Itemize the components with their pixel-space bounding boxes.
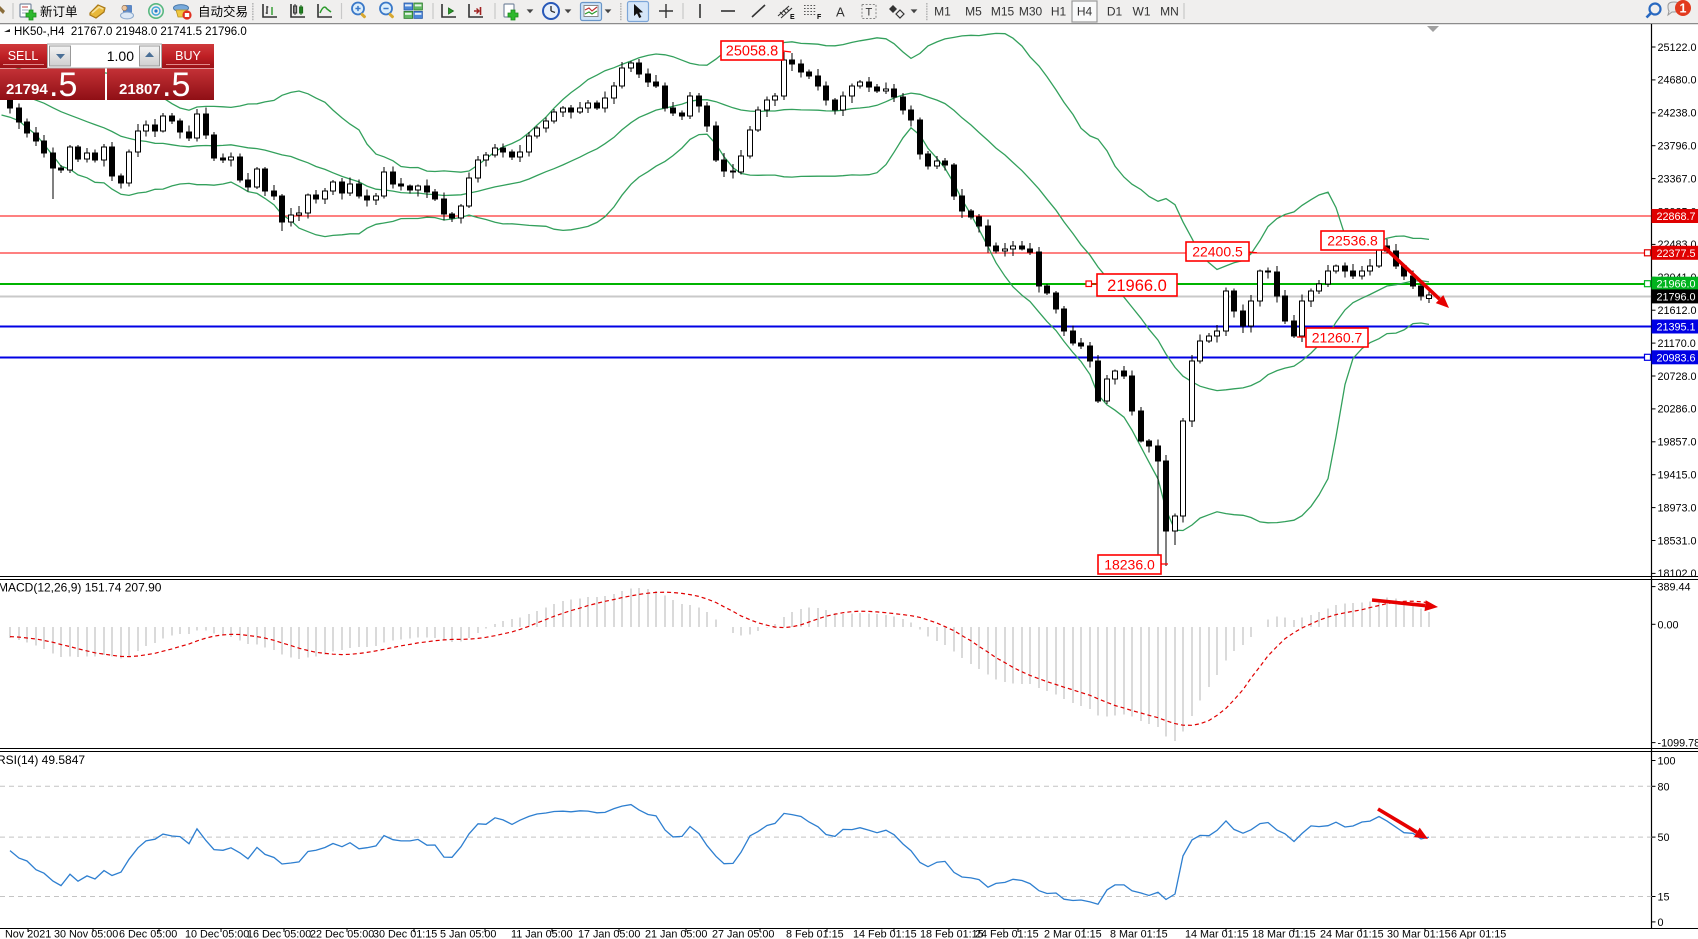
svg-text:0.00: 0.00	[1658, 619, 1679, 631]
svg-text:18 Mar 01:15: 18 Mar 01:15	[1252, 929, 1316, 939]
svg-text:20286.0: 20286.0	[1658, 404, 1697, 416]
svg-text:M1: M1	[934, 5, 951, 19]
svg-text:25122.0: 25122.0	[1658, 42, 1697, 54]
svg-text:F: F	[817, 14, 822, 21]
svg-text:24680.0: 24680.0	[1658, 75, 1697, 87]
svg-text:SELL: SELL	[8, 49, 39, 63]
svg-text:HK50-,H4 21767.0 21948.0 2174: HK50-,H4 21767.0 21948.0 21741.5 21796.0	[14, 26, 247, 38]
svg-text:18102.0: 18102.0	[1658, 568, 1697, 580]
svg-text:1.00: 1.00	[107, 48, 134, 64]
svg-text:15: 15	[1658, 892, 1670, 904]
svg-text:0: 0	[1658, 917, 1664, 929]
svg-text:21612.0: 21612.0	[1658, 305, 1697, 317]
svg-text:50: 50	[1658, 832, 1670, 844]
svg-text:22536.8: 22536.8	[1327, 233, 1378, 249]
svg-text:21260.7: 21260.7	[1312, 330, 1363, 346]
svg-text:22868.7: 22868.7	[1657, 211, 1696, 223]
svg-text:.5: .5	[49, 66, 77, 104]
svg-text:18531.0: 18531.0	[1658, 535, 1697, 547]
svg-text:M15: M15	[991, 5, 1015, 19]
svg-text:BUY: BUY	[175, 49, 201, 63]
svg-text:5 Jan 05:00: 5 Jan 05:00	[440, 929, 496, 939]
svg-text:18973.0: 18973.0	[1658, 502, 1697, 514]
svg-text:6 Apr 01:15: 6 Apr 01:15	[1451, 929, 1506, 939]
svg-text:A: A	[836, 5, 845, 20]
svg-text:1: 1	[1680, 2, 1687, 16]
svg-text:20983.6: 20983.6	[1657, 352, 1696, 364]
svg-text:21 Jan 05:00: 21 Jan 05:00	[645, 929, 707, 939]
svg-text:8 Feb 01:15: 8 Feb 01:15	[786, 929, 844, 939]
svg-text:D1: D1	[1107, 5, 1123, 19]
svg-text:24 Mar 01:15: 24 Mar 01:15	[1320, 929, 1384, 939]
svg-text:25058.8: 25058.8	[726, 44, 778, 60]
svg-text:21966.0: 21966.0	[1107, 277, 1167, 295]
svg-text:21807: 21807	[119, 81, 161, 98]
svg-text:19857.0: 19857.0	[1658, 437, 1697, 449]
svg-text:自动交易: 自动交易	[198, 4, 248, 19]
svg-text:H4: H4	[1077, 5, 1093, 19]
svg-text:80: 80	[1658, 781, 1670, 793]
svg-text:21395.1: 21395.1	[1657, 322, 1696, 334]
svg-text:389.44: 389.44	[1658, 582, 1691, 594]
svg-text:6 Dec 05:00: 6 Dec 05:00	[119, 929, 177, 939]
svg-text:8 Mar 01:15: 8 Mar 01:15	[1110, 929, 1168, 939]
svg-text:RSI(14) 49.5847: RSI(14) 49.5847	[0, 753, 85, 767]
svg-text:Nov 2021: Nov 2021	[5, 929, 51, 939]
svg-text:23796.0: 23796.0	[1658, 141, 1697, 153]
svg-text:30 Nov 05:00: 30 Nov 05:00	[54, 929, 118, 939]
svg-text:21794: 21794	[6, 81, 48, 98]
svg-text:MACD(12,26,9) 151.74 207.90: MACD(12,26,9) 151.74 207.90	[0, 581, 162, 595]
svg-text:30 Mar 01:15: 30 Mar 01:15	[1387, 929, 1451, 939]
svg-text:-1099.78: -1099.78	[1658, 738, 1698, 750]
svg-text:24 Feb 01:15: 24 Feb 01:15	[975, 929, 1039, 939]
svg-text:.5: .5	[162, 66, 190, 104]
svg-text:22400.5: 22400.5	[1192, 244, 1243, 260]
svg-text:14 Mar 01:15: 14 Mar 01:15	[1185, 929, 1249, 939]
svg-text:MN: MN	[1160, 5, 1179, 19]
svg-text:M30: M30	[1019, 5, 1043, 19]
svg-text:21966.0: 21966.0	[1657, 279, 1696, 291]
svg-text:18 Feb 01:15: 18 Feb 01:15	[920, 929, 984, 939]
svg-text:22377.5: 22377.5	[1657, 248, 1696, 260]
svg-text:22 Dec 05:00: 22 Dec 05:00	[310, 929, 374, 939]
svg-text:2 Mar 01:15: 2 Mar 01:15	[1044, 929, 1102, 939]
svg-text:100: 100	[1658, 756, 1676, 768]
svg-text:M5: M5	[965, 5, 982, 19]
svg-text:24238.0: 24238.0	[1658, 108, 1697, 120]
svg-text:W1: W1	[1133, 5, 1151, 19]
svg-text:21170.0: 21170.0	[1658, 338, 1696, 350]
svg-text:19415.0: 19415.0	[1658, 470, 1697, 482]
svg-text:10 Dec 05:00: 10 Dec 05:00	[185, 929, 249, 939]
svg-text:27 Jan 05:00: 27 Jan 05:00	[712, 929, 774, 939]
svg-text:E: E	[790, 14, 795, 21]
svg-text:16 Dec 05:00: 16 Dec 05:00	[247, 929, 311, 939]
svg-text:20728.0: 20728.0	[1658, 371, 1697, 383]
svg-text:T: T	[866, 7, 873, 19]
svg-text:23367.0: 23367.0	[1658, 173, 1697, 185]
svg-text:18236.0: 18236.0	[1104, 557, 1155, 573]
svg-text:14 Feb 01:15: 14 Feb 01:15	[853, 929, 917, 939]
svg-text:H1: H1	[1051, 5, 1067, 19]
svg-text:21796.0: 21796.0	[1657, 291, 1696, 303]
svg-text:11 Jan 05:00: 11 Jan 05:00	[511, 929, 573, 939]
svg-text:17 Jan 05:00: 17 Jan 05:00	[578, 929, 640, 939]
svg-text:30 Dec 01:15: 30 Dec 01:15	[373, 929, 437, 939]
svg-text:新订单: 新订单	[40, 4, 78, 19]
